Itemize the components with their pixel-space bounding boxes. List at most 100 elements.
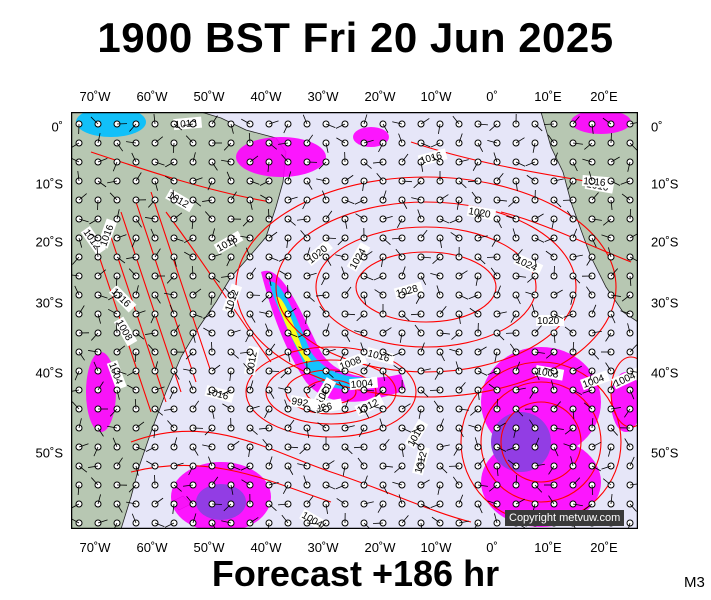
wind-barb [259, 311, 270, 315]
wind-barb [572, 275, 581, 284]
wind-barb [107, 180, 118, 184]
wind-barb [602, 117, 612, 125]
wind-barb [553, 152, 558, 163]
wind-barb [211, 253, 222, 258]
wind-barb [211, 503, 223, 505]
wind-barb [173, 237, 184, 242]
wind-barb [222, 403, 232, 410]
wind-barb [468, 294, 479, 300]
wind-barb [363, 501, 374, 505]
wind-barb [439, 465, 448, 474]
wind-barb [88, 233, 99, 239]
wind-barb [629, 370, 638, 373]
wind-barb [449, 348, 460, 353]
wind-barb [486, 256, 498, 258]
wind-barb [325, 349, 336, 353]
wind-barb [324, 389, 327, 400]
wind-barb [515, 180, 518, 191]
wind-barb [401, 292, 412, 296]
wind-barb [284, 399, 289, 410]
wind-barb [439, 444, 450, 448]
lat-label-right: 50˚S [651, 445, 679, 461]
wind-barb [325, 503, 328, 514]
wind-barb [591, 192, 599, 201]
wind-barb [610, 156, 620, 163]
wind-barb [135, 285, 139, 296]
wind-barb [489, 123, 498, 131]
wind-barb [154, 294, 161, 304]
wind-barb [477, 142, 484, 153]
wind-barb [401, 266, 406, 277]
wind-barb [496, 311, 507, 315]
lat-label-right: 40˚S [651, 365, 679, 381]
wind-barb [507, 459, 517, 467]
wind-barb [439, 351, 445, 362]
wind-barb [363, 251, 373, 258]
wind-barb [286, 237, 289, 248]
wind-barb [458, 133, 463, 144]
wind-barb [173, 123, 183, 131]
wind-barb [221, 159, 232, 163]
wind-barb [458, 494, 464, 505]
wind-barb [78, 193, 87, 201]
wind-barb [230, 465, 241, 471]
wind-barb [531, 304, 536, 315]
wind-barb [116, 503, 123, 513]
wind-barb [192, 288, 202, 296]
wind-barb [534, 237, 545, 243]
isobar-label: 1020 [537, 316, 560, 327]
wind-barb [430, 503, 441, 508]
wind-barb [534, 351, 545, 354]
wind-barb [191, 218, 194, 229]
wind-barb [551, 218, 555, 229]
wind-barb [221, 275, 232, 278]
wind-barb [172, 142, 175, 154]
wind-barb [515, 249, 523, 258]
wind-barb [335, 123, 346, 129]
wind-barb [302, 114, 308, 125]
wind-barb [547, 134, 555, 144]
wind-barb [249, 380, 254, 391]
wind-barb [515, 408, 524, 417]
wind-barb [534, 437, 540, 448]
wind-barb [78, 443, 89, 448]
wind-barb [116, 209, 120, 220]
wind-station-marker [75, 519, 83, 527]
wind-barb [553, 199, 562, 208]
wind-barb [211, 275, 221, 283]
wind-barb [436, 285, 441, 296]
wind-barb [610, 494, 613, 505]
wind-barb [109, 192, 118, 201]
wind-barb [154, 386, 165, 391]
wind-barb [610, 427, 618, 436]
wind-barb [126, 370, 137, 377]
wind-barb [317, 422, 327, 429]
lon-label-top: 70˚W [79, 89, 111, 104]
wind-barb [281, 514, 289, 524]
wind-barb [78, 351, 85, 361]
wind-barb [602, 218, 612, 226]
wind-barb [491, 237, 498, 247]
wind-barb [477, 235, 488, 239]
wind-barb [167, 420, 175, 429]
wind-barb [591, 465, 601, 472]
wind-barb [629, 483, 638, 486]
wind-barb [608, 247, 612, 258]
lon-label-bottom: 60˚W [136, 540, 168, 555]
wind-barb [529, 419, 536, 429]
wind-barb [306, 294, 315, 302]
wind-barb [363, 294, 367, 305]
wind-barb [412, 440, 422, 448]
wind-barb [173, 212, 183, 220]
wind-barb [129, 123, 137, 132]
wind-barb [487, 500, 498, 505]
wind-barb [135, 172, 142, 182]
wind-barb [477, 256, 486, 265]
wind-barb [164, 522, 175, 528]
wind-barb [172, 190, 175, 201]
chart-title: 1900 BST Fri 20 Jun 2025 [97, 14, 614, 61]
wind-barb [316, 408, 327, 414]
wind-barb [399, 332, 403, 343]
wind-barb [298, 346, 308, 353]
wind-barb [230, 440, 240, 448]
